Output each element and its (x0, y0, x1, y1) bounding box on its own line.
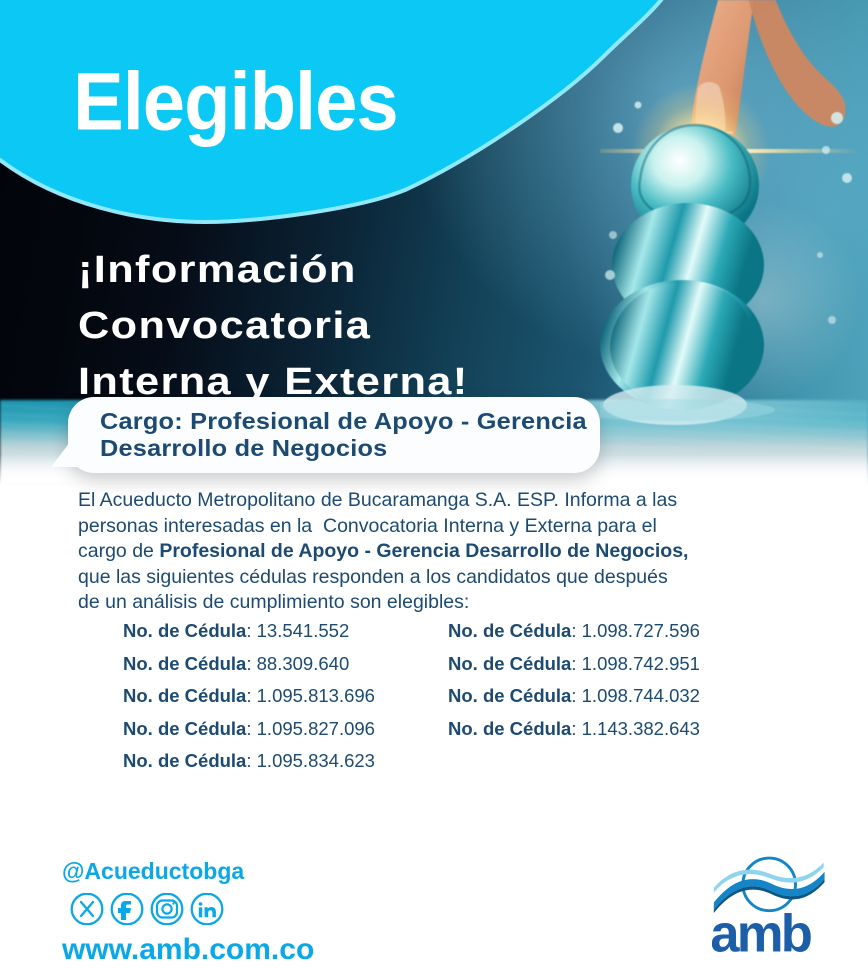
svg-text:amb: amb (712, 905, 811, 963)
